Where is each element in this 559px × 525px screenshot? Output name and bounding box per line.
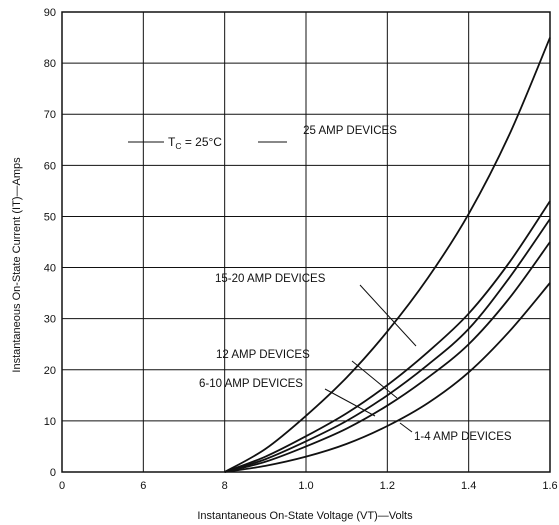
y-tick-label: 70 <box>44 109 56 121</box>
y-tick-label: 20 <box>44 365 56 377</box>
series-line-15-20-amp-devices <box>224 200 551 473</box>
curve-label-12-amp-devices: 12 AMP DEVICES <box>216 349 310 361</box>
x-tick-label: 1.4 <box>461 480 476 492</box>
x-axis-label: Instantaneous On-State Voltage (VT)—Volt… <box>197 510 413 522</box>
temperature-annotation: TC = 25°C <box>168 135 222 151</box>
tick-labels: 0 6 8 1.0 1.2 1.4 1.6 0 10 20 30 40 50 60 70 80 90 <box>44 7 558 492</box>
curve-labels: 25 AMP DEVICES 15-20 AMP DEVICES 12 AMP DE… <box>199 125 512 443</box>
y-axis-label: Instantaneous On-State Current (IT)—Amps <box>11 157 23 373</box>
leader-line-12-amp-devices <box>351 360 398 399</box>
y-tick-label: 90 <box>44 7 56 19</box>
y-tick-label: 0 <box>50 467 56 479</box>
x-tick-label: 1.2 <box>380 480 395 492</box>
curve-label-15-20-amp-devices: 15-20 AMP DEVICES <box>215 273 326 285</box>
curve-label-6-10-amp-devices: 6-10 AMP DEVICES <box>199 378 303 390</box>
x-tick-label: 1.0 <box>298 480 313 492</box>
x-tick-label: 1.6 <box>542 480 557 492</box>
curve-label-1-4-amp-devices: 1-4 AMP DEVICES <box>414 431 512 443</box>
leader-line-6-10-amp-devices <box>324 388 376 417</box>
series-line-12-amp-devices <box>224 218 551 473</box>
y-tick-label: 50 <box>44 211 56 223</box>
series-line-6-10-amp-devices <box>224 241 551 473</box>
series-line-25-amp-devices <box>224 37 551 473</box>
x-tick-label: 0 <box>59 480 65 492</box>
y-tick-label: 80 <box>44 58 56 70</box>
y-tick-label: 40 <box>44 263 56 275</box>
y-tick-label: 10 <box>44 416 56 428</box>
y-tick-label: 60 <box>44 160 56 172</box>
y-tick-label: 30 <box>44 314 56 326</box>
curve-label-25-amp-devices: 25 AMP DEVICES <box>303 125 397 137</box>
leader-line-1-4-amp-devices <box>399 422 413 433</box>
x-tick-label: 6 <box>140 480 146 492</box>
grid <box>61 11 551 473</box>
curves <box>224 37 551 473</box>
leader-line-15-20-amp-devices <box>359 284 417 347</box>
label-leaders <box>128 141 417 433</box>
series-line-1-4-amp-devices <box>224 282 551 473</box>
x-tick-label: 8 <box>222 480 228 492</box>
